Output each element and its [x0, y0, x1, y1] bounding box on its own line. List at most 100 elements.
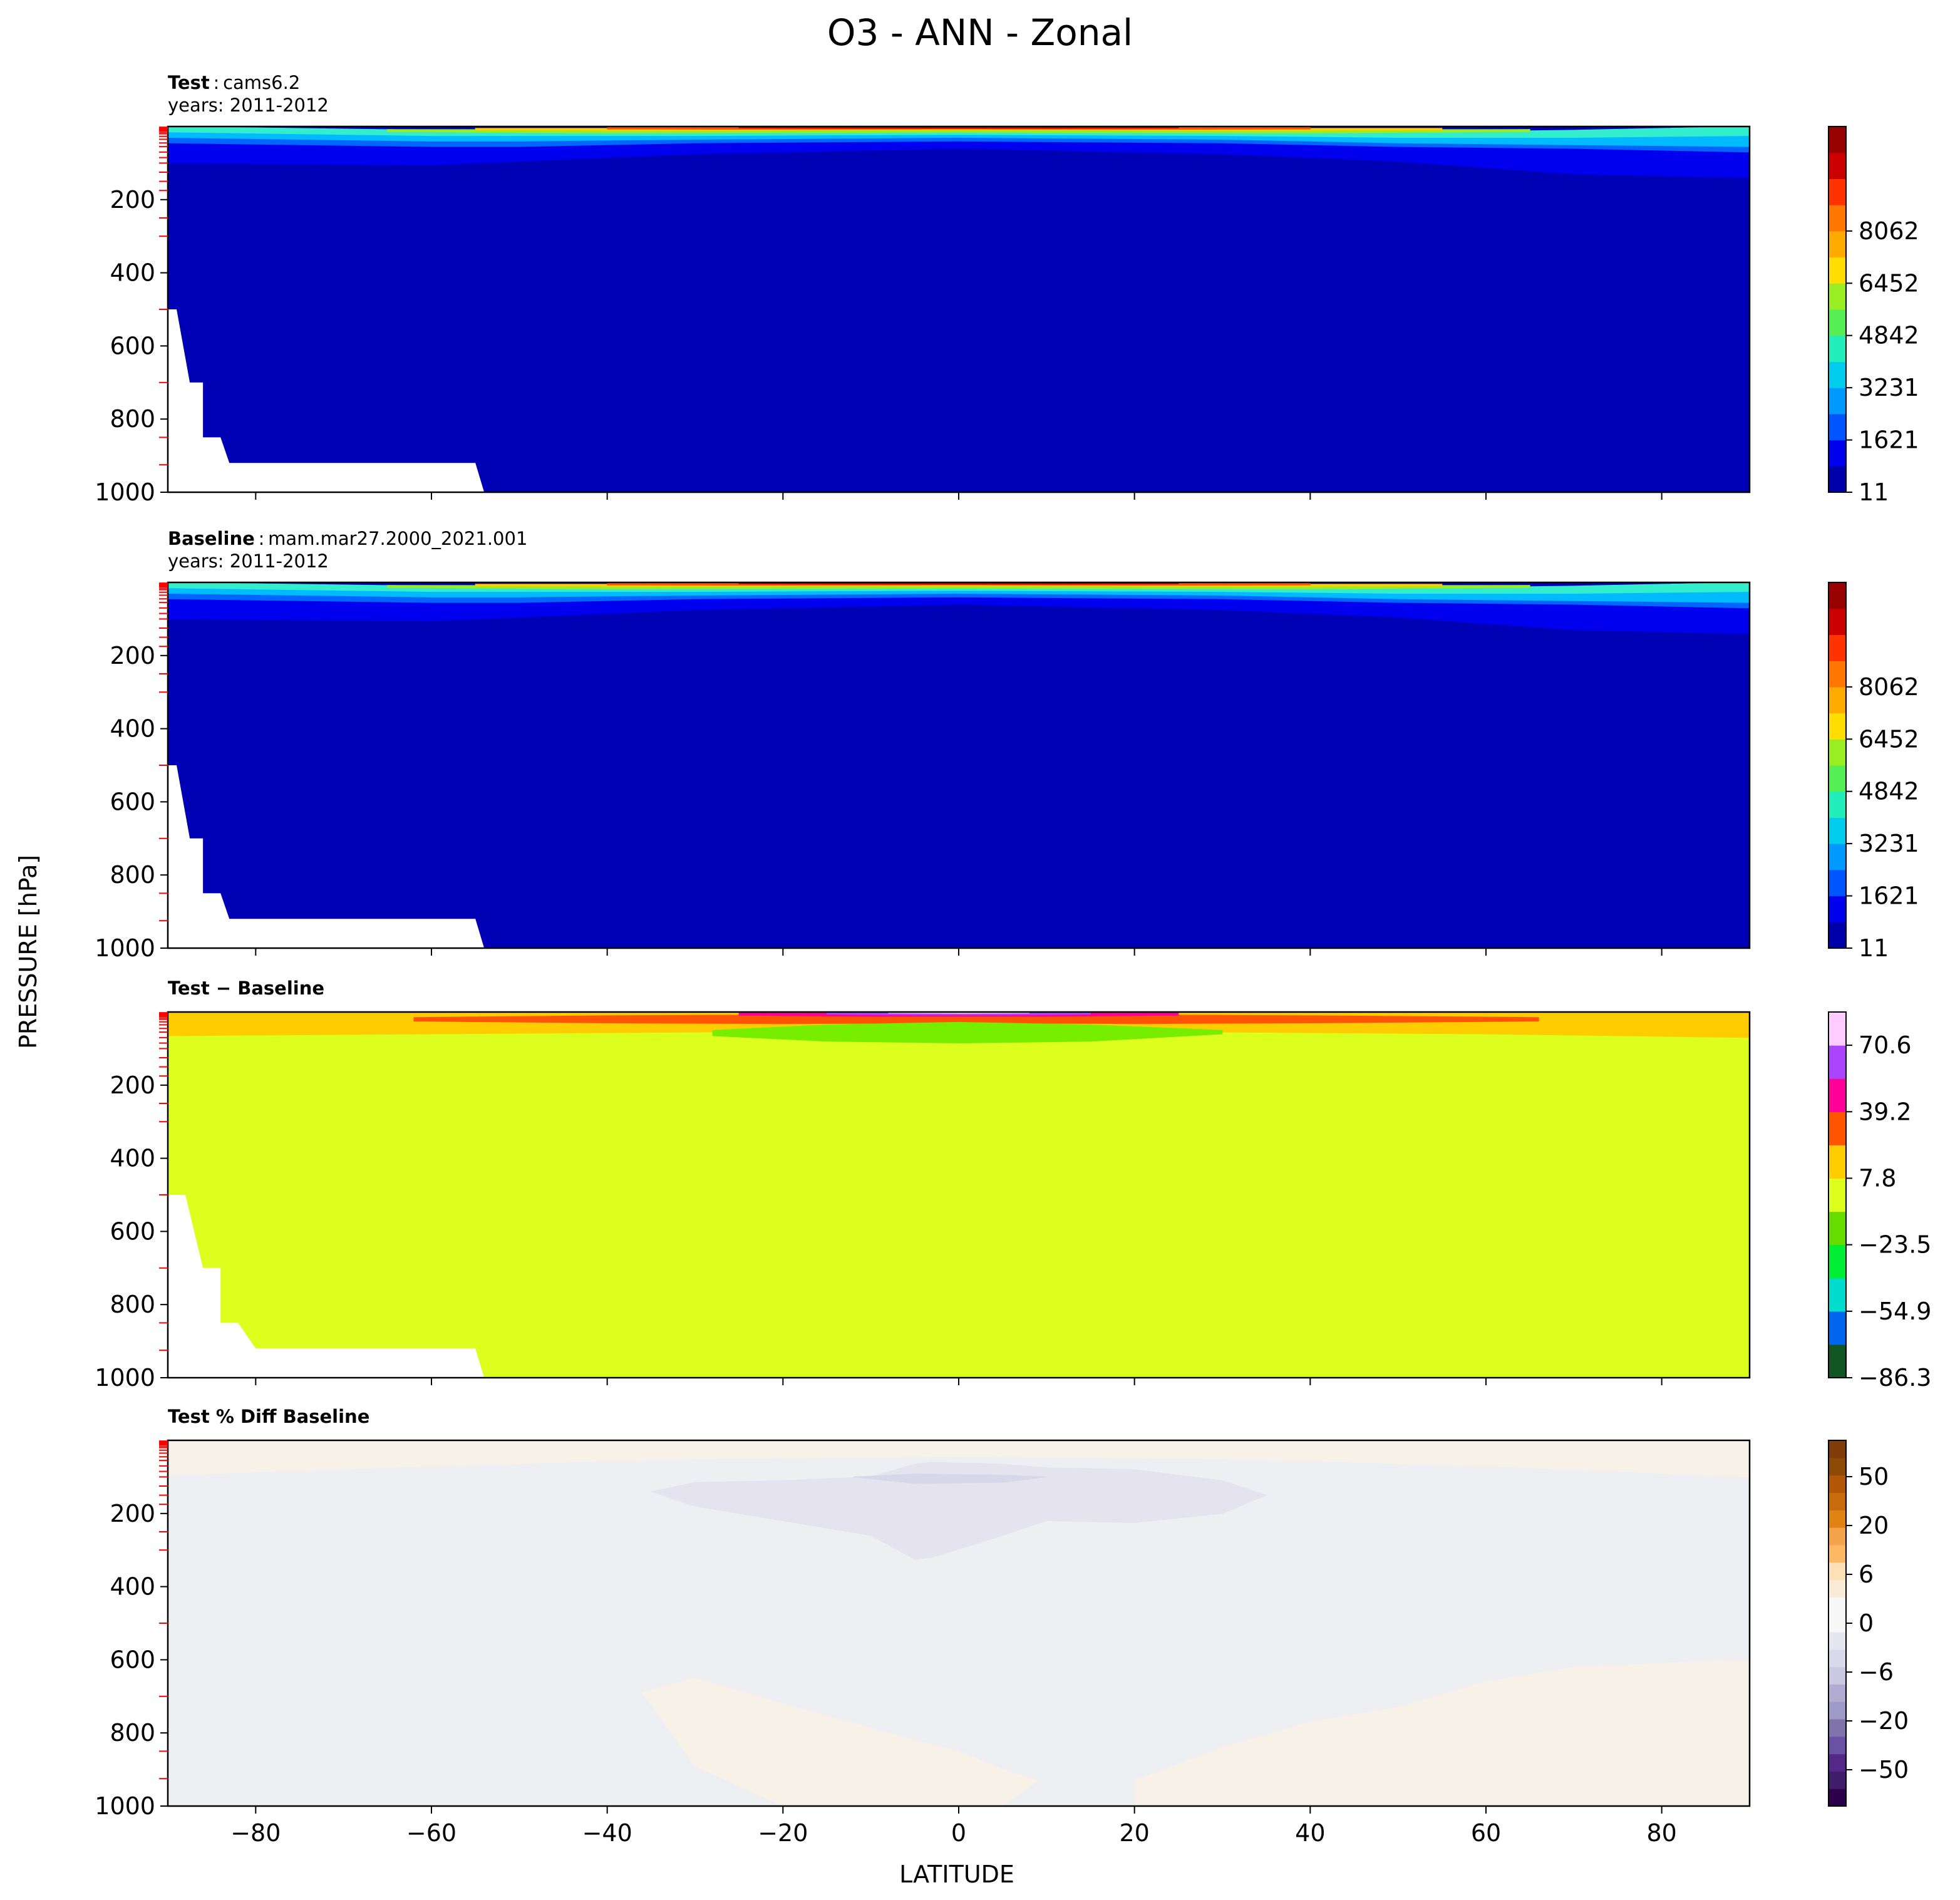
- colorbar-tick-label: 0: [1859, 1609, 1874, 1637]
- plot-area: [168, 1012, 1750, 1378]
- missing-data-region: [168, 309, 485, 492]
- colorbar-segment: [1828, 230, 1846, 258]
- x-tick-label: 0: [951, 1819, 966, 1847]
- colorbar-segment: [1828, 739, 1846, 766]
- colorbar-segment: [1828, 361, 1846, 388]
- colorbar-segment: [1828, 283, 1846, 310]
- contour-band-2: [168, 1440, 1750, 1477]
- colorbar-segment: [1828, 413, 1846, 441]
- contour-band-4: [853, 1474, 1047, 1484]
- colorbar-segment: [1828, 1344, 1846, 1378]
- colorbar-segment: [1828, 1211, 1846, 1246]
- colorbar-segment: [1828, 713, 1846, 740]
- colorbar: −50 −20 −6 0 6 20 50: [1828, 1440, 1909, 1807]
- y-tick-label: 600: [110, 1217, 155, 1245]
- panel-subtitle: years: 2011-2012: [168, 550, 329, 572]
- y-tick-label: 800: [110, 861, 155, 889]
- colorbar-segment: [1828, 1562, 1846, 1581]
- plot-area: [168, 1440, 1750, 1806]
- colorbar-segment: [1828, 634, 1846, 661]
- colorbar-segment: [1828, 1045, 1846, 1079]
- colorbar-segment: [1828, 791, 1846, 818]
- panel-title-sep: :: [255, 528, 268, 549]
- panel-title: Test : cams6.2: [168, 72, 300, 93]
- colorbar-segment: [1828, 1012, 1846, 1046]
- x-axis-label: LATITUDE: [899, 1861, 1014, 1888]
- contour-band-1: [168, 1012, 1750, 1378]
- colorbar-tick-label: 8062: [1859, 673, 1919, 701]
- y-tick-label: 200: [110, 642, 155, 669]
- colorbar-segment: [1828, 869, 1846, 897]
- colorbar-tick-label: 4842: [1859, 778, 1919, 805]
- y-tick-label: 800: [110, 1719, 155, 1747]
- colorbar-tick-label: −86.3: [1859, 1364, 1931, 1391]
- colorbar-tick-label: −6: [1859, 1658, 1894, 1686]
- colorbar-segment: [1828, 1510, 1846, 1528]
- y-tick-label: 200: [110, 1071, 155, 1099]
- colorbar-segment: [1828, 1178, 1846, 1212]
- colorbar-frame: [1828, 582, 1847, 949]
- colorbar-segment: [1828, 1492, 1846, 1510]
- panel-title-bold: Test % Diff Baseline: [168, 1406, 369, 1427]
- colorbar-segment: [1828, 608, 1846, 636]
- colorbar-tick-label: 11: [1859, 478, 1889, 506]
- contour-band-7: [712, 1021, 1223, 1044]
- y-axis-label: PRESSURE [hPa]: [14, 855, 42, 1049]
- contour-band-3: [649, 1462, 1267, 1560]
- colorbar-segment: [1828, 1311, 1846, 1345]
- panel-subtitle: years: 2011-2012: [168, 95, 329, 116]
- colorbar-segment: [1828, 582, 1846, 609]
- colorbar-segment: [1828, 1666, 1846, 1685]
- colorbar-segment: [1828, 152, 1846, 180]
- colorbar-tick-label: −20: [1859, 1707, 1909, 1735]
- x-tick-label: 80: [1646, 1819, 1676, 1847]
- colorbar-segment: [1828, 1579, 1846, 1598]
- colorbar-segment: [1828, 1684, 1846, 1702]
- colorbar-segment: [1828, 1457, 1846, 1476]
- colorbar-tick-label: 39.2: [1859, 1098, 1912, 1125]
- colorbar-tick-label: −54.9: [1859, 1298, 1931, 1325]
- y-tick-label: 600: [110, 1646, 155, 1673]
- panel-title-sep: :: [210, 72, 223, 93]
- colorbar-tick-label: 8062: [1859, 217, 1919, 245]
- colorbar-tick-label: 1621: [1859, 426, 1919, 454]
- colorbar: 11 1621 3231 4842 6452 8062: [1828, 582, 1919, 962]
- colorbar-segment: [1828, 1475, 1846, 1494]
- colorbar-segment: [1828, 817, 1846, 844]
- colorbar-tick-label: 6: [1859, 1561, 1874, 1588]
- panel-2: 200 400 600 800 1000 Baseline : mam.mar27.200…: [95, 528, 1919, 962]
- y-tick-label: 400: [110, 259, 155, 287]
- colorbar-segment: [1828, 1145, 1846, 1179]
- x-tick-label: 20: [1119, 1819, 1149, 1847]
- contour-band-6: [1134, 1659, 1750, 1806]
- colorbar-segment: [1828, 126, 1846, 153]
- colorbar-segment: [1828, 335, 1846, 363]
- y-tick-label: 1000: [95, 478, 155, 506]
- colorbar-frame: [1828, 126, 1847, 493]
- colorbar-segment: [1828, 1736, 1846, 1755]
- colorbar-segment: [1828, 922, 1846, 949]
- y-tick-label: 800: [110, 405, 155, 433]
- colorbar-segment: [1828, 1614, 1846, 1633]
- contour-band-1: [168, 582, 1750, 948]
- missing-data-region: [168, 765, 485, 948]
- panel-title-bold: Baseline: [168, 528, 255, 549]
- colorbar-segment: [1828, 388, 1846, 415]
- colorbar-segment: [1828, 1649, 1846, 1668]
- panel-title: Test % Diff Baseline: [168, 1406, 369, 1427]
- colorbar-tick-label: 3231: [1859, 830, 1919, 857]
- y-tick-label: 800: [110, 1291, 155, 1318]
- colorbar-segment: [1828, 765, 1846, 792]
- x-tick-label: 40: [1295, 1819, 1325, 1847]
- colorbar-tick-label: 6452: [1859, 725, 1919, 753]
- figure-title: O3 - ANN - Zonal: [827, 11, 1133, 54]
- colorbar-segment: [1828, 1597, 1846, 1615]
- colorbar-segment: [1828, 309, 1846, 336]
- y-tick-label: 600: [110, 332, 155, 359]
- colorbar-tick-label: 7.8: [1859, 1164, 1896, 1192]
- panel-title-name: cams6.2: [223, 72, 300, 93]
- y-tick-label: 400: [110, 1573, 155, 1601]
- colorbar-segment: [1828, 896, 1846, 922]
